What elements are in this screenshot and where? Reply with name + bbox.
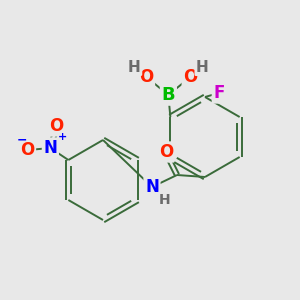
Text: O: O <box>20 141 34 159</box>
Text: N: N <box>44 139 57 157</box>
Text: H: H <box>128 59 141 74</box>
Text: −: − <box>16 133 27 146</box>
Text: B: B <box>161 86 175 104</box>
Text: +: + <box>58 132 68 142</box>
Text: O: O <box>159 143 173 161</box>
Text: H: H <box>196 59 209 74</box>
Text: O: O <box>49 117 64 135</box>
Text: O: O <box>183 68 197 86</box>
Text: H: H <box>159 193 171 207</box>
Text: O: O <box>139 68 154 86</box>
Text: F: F <box>213 84 225 102</box>
Text: N: N <box>145 178 159 196</box>
